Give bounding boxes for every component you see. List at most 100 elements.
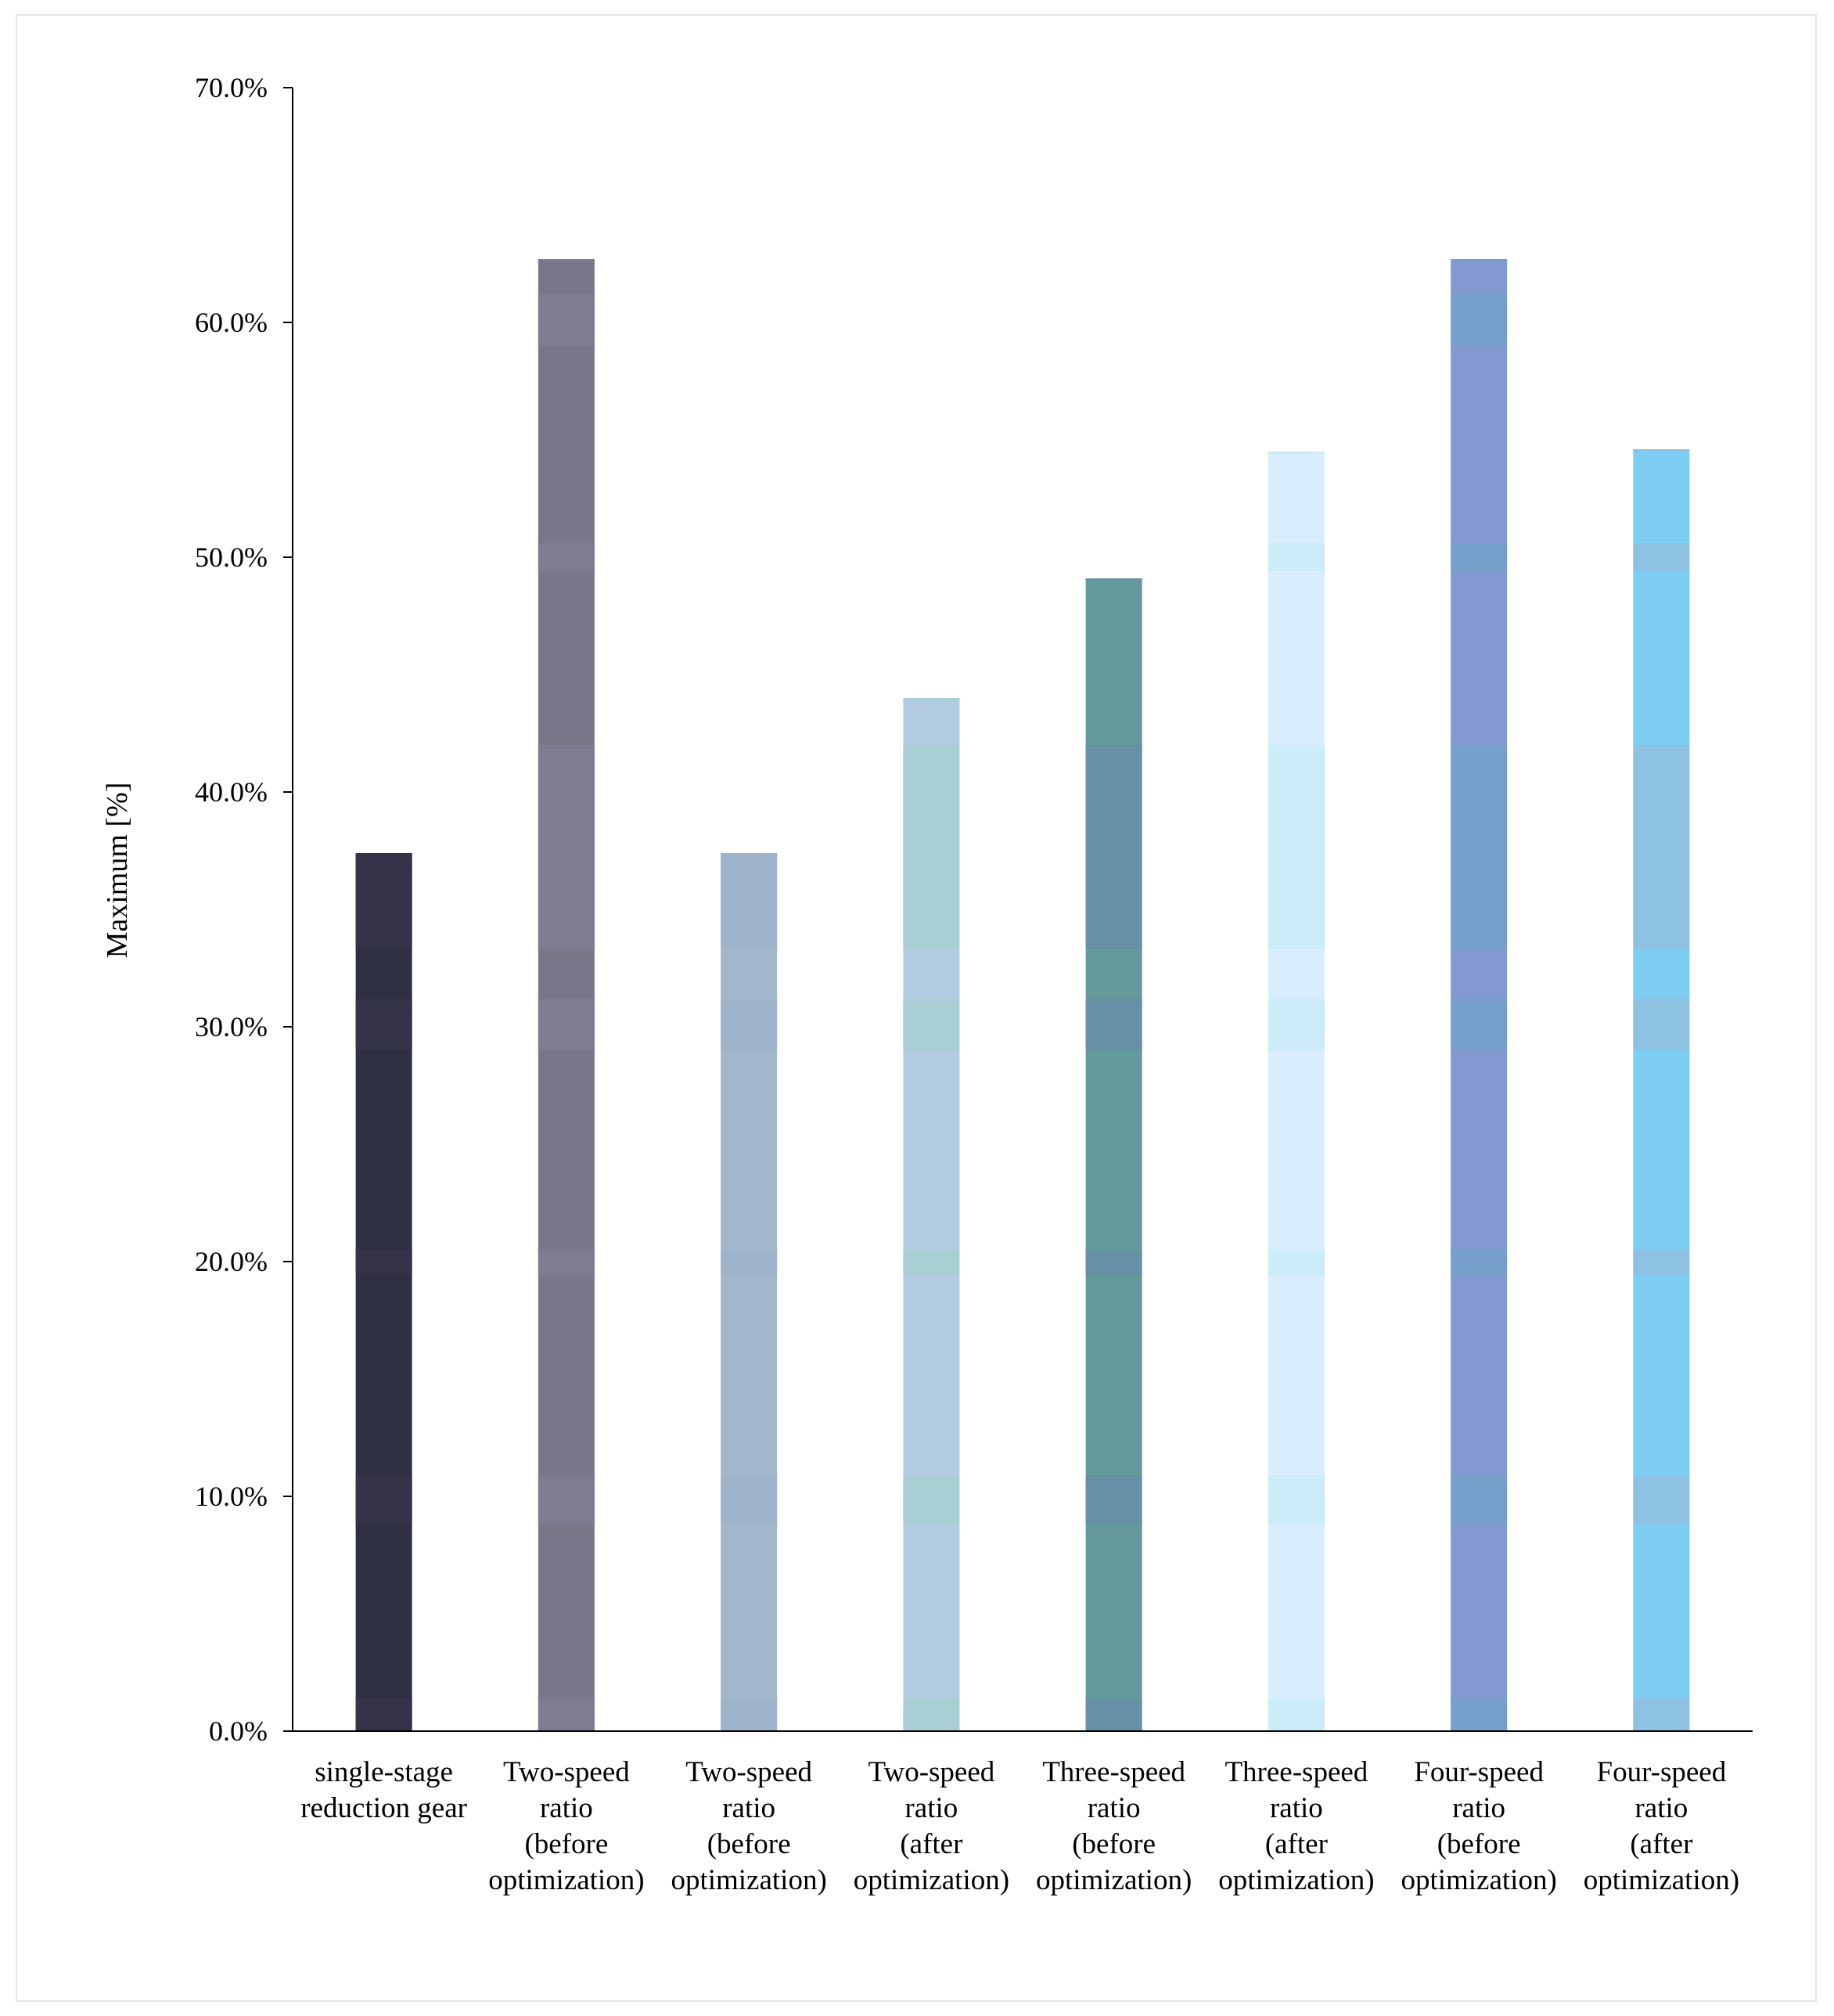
bar-band <box>355 999 412 1050</box>
x-category-label-line: Two-speed <box>503 1756 630 1788</box>
x-category-label-line: optimization) <box>1036 1864 1192 1896</box>
y-tick-label: 50.0% <box>195 542 268 573</box>
x-category-label-line: Two-speed <box>685 1756 812 1788</box>
bar-band <box>538 1698 595 1731</box>
x-category-label: Two-speed ratio (before optimization) <box>488 1756 644 1896</box>
bar-cap <box>1633 449 1690 452</box>
bar-group <box>903 698 960 1731</box>
bar-band <box>355 1698 412 1731</box>
bar-cap <box>1268 452 1325 454</box>
x-category-label-line: optimization) <box>1584 1864 1739 1896</box>
bar-group <box>1268 452 1325 1731</box>
y-tick-label: 40.0% <box>195 776 268 808</box>
bar-band <box>903 1250 960 1276</box>
bar-band <box>903 745 960 949</box>
bar-band <box>1085 1250 1142 1276</box>
x-category-label-line: (after <box>900 1828 962 1860</box>
x-category-label-line: ratio <box>1270 1792 1323 1824</box>
bar-band <box>1085 745 1142 949</box>
bar-band <box>1085 1475 1142 1525</box>
x-category-label-line: Three-speed <box>1042 1756 1185 1788</box>
bar-band <box>1633 999 1690 1050</box>
bar <box>1633 449 1690 1731</box>
bar-band <box>1268 543 1325 571</box>
bar-band <box>1268 745 1325 949</box>
bar-band <box>355 853 412 949</box>
bar-band <box>355 1475 412 1525</box>
bar-band <box>538 543 595 571</box>
y-tick-label: 70.0% <box>195 72 268 103</box>
x-category-label-line: Three-speed <box>1224 1756 1368 1788</box>
x-category-label-line: optimization) <box>1401 1864 1556 1896</box>
x-category-label: Four-speed ratio (after optimization) <box>1584 1756 1739 1896</box>
bar-band <box>538 294 595 346</box>
bar-band <box>1451 1250 1508 1276</box>
x-category-label: Three-speed ratio (before optimization) <box>1036 1756 1192 1896</box>
bar-cap <box>721 853 778 855</box>
y-tick-label: 0.0% <box>209 1715 268 1747</box>
x-category-label-line: (before <box>707 1828 791 1860</box>
bar-cap <box>538 259 595 261</box>
x-category-label: Three-speed ratio (after optimization) <box>1218 1756 1374 1896</box>
bar-band <box>721 1250 778 1276</box>
bar-cap <box>903 698 960 700</box>
x-category-labels: single-stage reduction gear Two-speed ratio… <box>300 1756 1739 1896</box>
y-tick-label: 10.0% <box>195 1481 268 1512</box>
bar-group <box>721 853 778 1731</box>
x-category-label-line: optimization) <box>488 1864 644 1896</box>
bar-band <box>1633 1250 1690 1276</box>
x-category-label: Two-speed ratio (after optimization) <box>854 1756 1009 1896</box>
bar-band <box>1268 1475 1325 1525</box>
bar-band <box>1451 745 1508 949</box>
bar-band <box>1451 1475 1508 1525</box>
bar-band <box>1451 999 1508 1050</box>
bar-cap <box>1451 259 1508 261</box>
x-category-label-line: (before <box>1072 1828 1156 1860</box>
x-category-label: Two-speed ratio (before optimization) <box>671 1756 826 1896</box>
bar-band <box>538 1250 595 1276</box>
bar-band <box>903 999 960 1050</box>
bar-band <box>721 1475 778 1525</box>
bar <box>721 853 778 1731</box>
bar-cap <box>1085 578 1142 581</box>
x-category-label-line: optimization) <box>671 1864 826 1896</box>
x-category-label-line: (before <box>1437 1828 1521 1860</box>
x-category-label-line: (after <box>1630 1828 1692 1860</box>
bar-band <box>1085 999 1142 1050</box>
x-category-label-line: single-stage <box>315 1756 453 1788</box>
bar-group <box>1633 449 1690 1731</box>
x-category-label: single-stage reduction gear <box>300 1756 467 1824</box>
x-category-label-line: ratio <box>1088 1792 1141 1824</box>
y-tick-label: 30.0% <box>195 1011 268 1042</box>
x-category-label-line: ratio <box>722 1792 775 1824</box>
bar-band <box>903 1698 960 1731</box>
bar-band <box>538 745 595 949</box>
bar-band <box>721 1698 778 1731</box>
bar-band <box>355 1250 412 1276</box>
bar-band <box>1268 999 1325 1050</box>
bar-band <box>1451 543 1508 571</box>
bar-band <box>538 999 595 1050</box>
bar-band <box>1451 294 1508 346</box>
x-category-label-line: ratio <box>540 1792 593 1824</box>
bar-group <box>538 259 595 1731</box>
y-ticks: 0.0% 10.0% 20.0% 30.0% 40.0% 50.0% 60.0% 70.0% <box>195 72 293 1747</box>
bar-band <box>1268 1698 1325 1731</box>
bar-band <box>1633 1475 1690 1525</box>
bar-band <box>1633 745 1690 949</box>
bars-layer <box>355 259 1690 1731</box>
x-category-label-line: Two-speed <box>868 1756 994 1788</box>
bar-band <box>903 1475 960 1525</box>
x-category-label-line: ratio <box>1452 1792 1505 1824</box>
bar-band <box>1268 1250 1325 1276</box>
bar-group <box>355 853 412 1731</box>
x-category-label: Four-speed ratio (before optimization) <box>1401 1756 1556 1896</box>
bar <box>1268 452 1325 1731</box>
x-category-label-line: (before <box>524 1828 608 1860</box>
y-tick-label: 20.0% <box>195 1246 268 1277</box>
x-category-label-line: ratio <box>1634 1792 1688 1824</box>
x-category-label-line: Four-speed <box>1597 1756 1727 1788</box>
axes-layer <box>292 88 1753 1732</box>
bar-band <box>1451 1698 1508 1731</box>
x-category-label-line: reduction gear <box>300 1792 467 1824</box>
